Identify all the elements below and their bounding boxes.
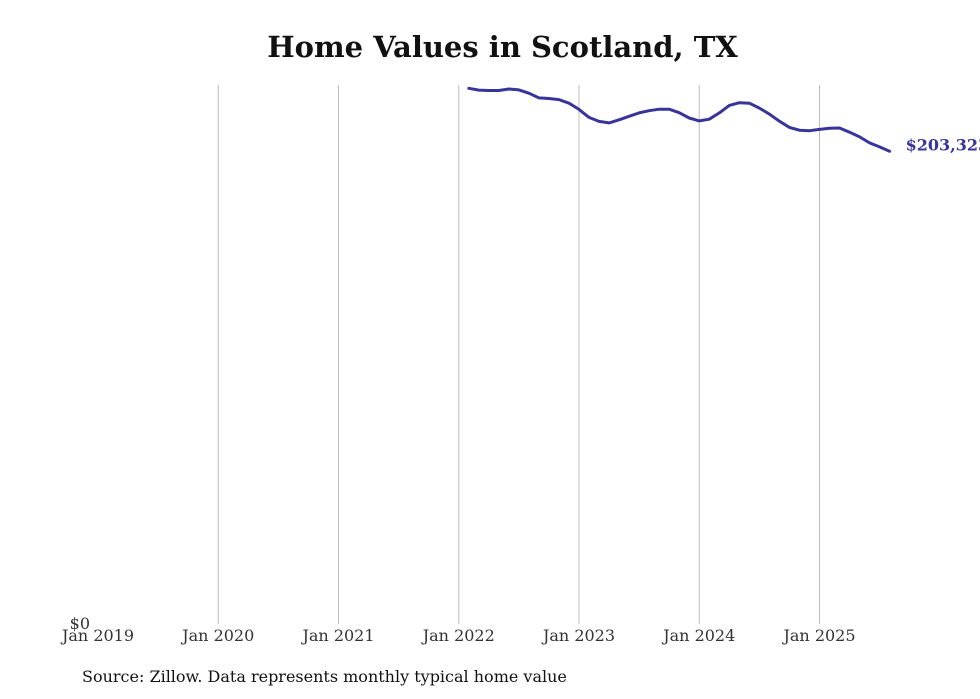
data-point xyxy=(788,126,791,129)
end-value-label-group: $203,323 xyxy=(906,135,980,154)
data-point xyxy=(577,108,581,111)
data-point xyxy=(818,128,821,131)
x-tick-label: Jan 2021 xyxy=(300,626,374,645)
data-point xyxy=(708,118,711,121)
data-point xyxy=(627,115,631,118)
data-point xyxy=(537,96,541,100)
data-point xyxy=(658,108,661,111)
data-point xyxy=(868,141,871,145)
data-point xyxy=(597,120,601,123)
data-point xyxy=(587,116,591,119)
data-point xyxy=(497,89,500,92)
y-tick-label: $0 xyxy=(70,614,90,633)
data-point xyxy=(728,104,731,107)
data-point xyxy=(647,109,651,112)
data-point xyxy=(758,106,761,110)
series-group xyxy=(467,86,892,153)
data-point xyxy=(467,87,470,90)
data-point xyxy=(617,118,621,122)
x-tick-label: Jan 2024 xyxy=(661,626,735,645)
data-point xyxy=(808,129,811,132)
data-point xyxy=(557,98,561,101)
data-point xyxy=(888,150,891,153)
data-point xyxy=(678,111,681,114)
data-point xyxy=(738,101,741,104)
data-point xyxy=(507,87,511,91)
data-point xyxy=(698,119,701,123)
x-tick-label: Jan 2023 xyxy=(541,626,615,645)
chart-title: Home Values in Scotland, TX xyxy=(267,30,738,64)
data-point xyxy=(848,131,851,134)
x-tick-label: Jan 2022 xyxy=(421,626,495,645)
data-point xyxy=(748,102,751,105)
x-tick-label: Jan 2020 xyxy=(180,626,254,645)
x-tick-label: Jan 2019 xyxy=(60,626,134,645)
data-point xyxy=(668,108,671,111)
data-point xyxy=(718,111,721,115)
data-point xyxy=(828,127,831,130)
data-point xyxy=(547,97,551,100)
x-tick-label: Jan 2025 xyxy=(781,626,855,645)
data-point xyxy=(858,135,861,139)
data-point xyxy=(607,121,611,125)
end-value-label: $203,323 xyxy=(906,135,980,154)
data-point xyxy=(567,102,571,105)
data-point xyxy=(838,126,841,130)
data-point xyxy=(517,88,521,92)
data-point xyxy=(487,89,490,92)
source-note: Source: Zillow. Data represents monthly … xyxy=(82,667,567,686)
series-line xyxy=(467,86,892,153)
data-point xyxy=(637,111,641,115)
y-axis-tick-labels: $0 xyxy=(70,614,90,633)
data-point xyxy=(768,112,771,116)
data-point xyxy=(878,145,881,149)
data-point xyxy=(527,92,531,95)
data-point xyxy=(688,116,691,120)
data-point xyxy=(798,129,801,132)
x-axis-tick-labels: Jan 2019 Jan 2020 Jan 2021 Jan 2022 Jan 2023… xyxy=(60,626,856,645)
data-point xyxy=(778,120,781,123)
data-point xyxy=(477,88,480,92)
grid-lines xyxy=(217,85,820,624)
